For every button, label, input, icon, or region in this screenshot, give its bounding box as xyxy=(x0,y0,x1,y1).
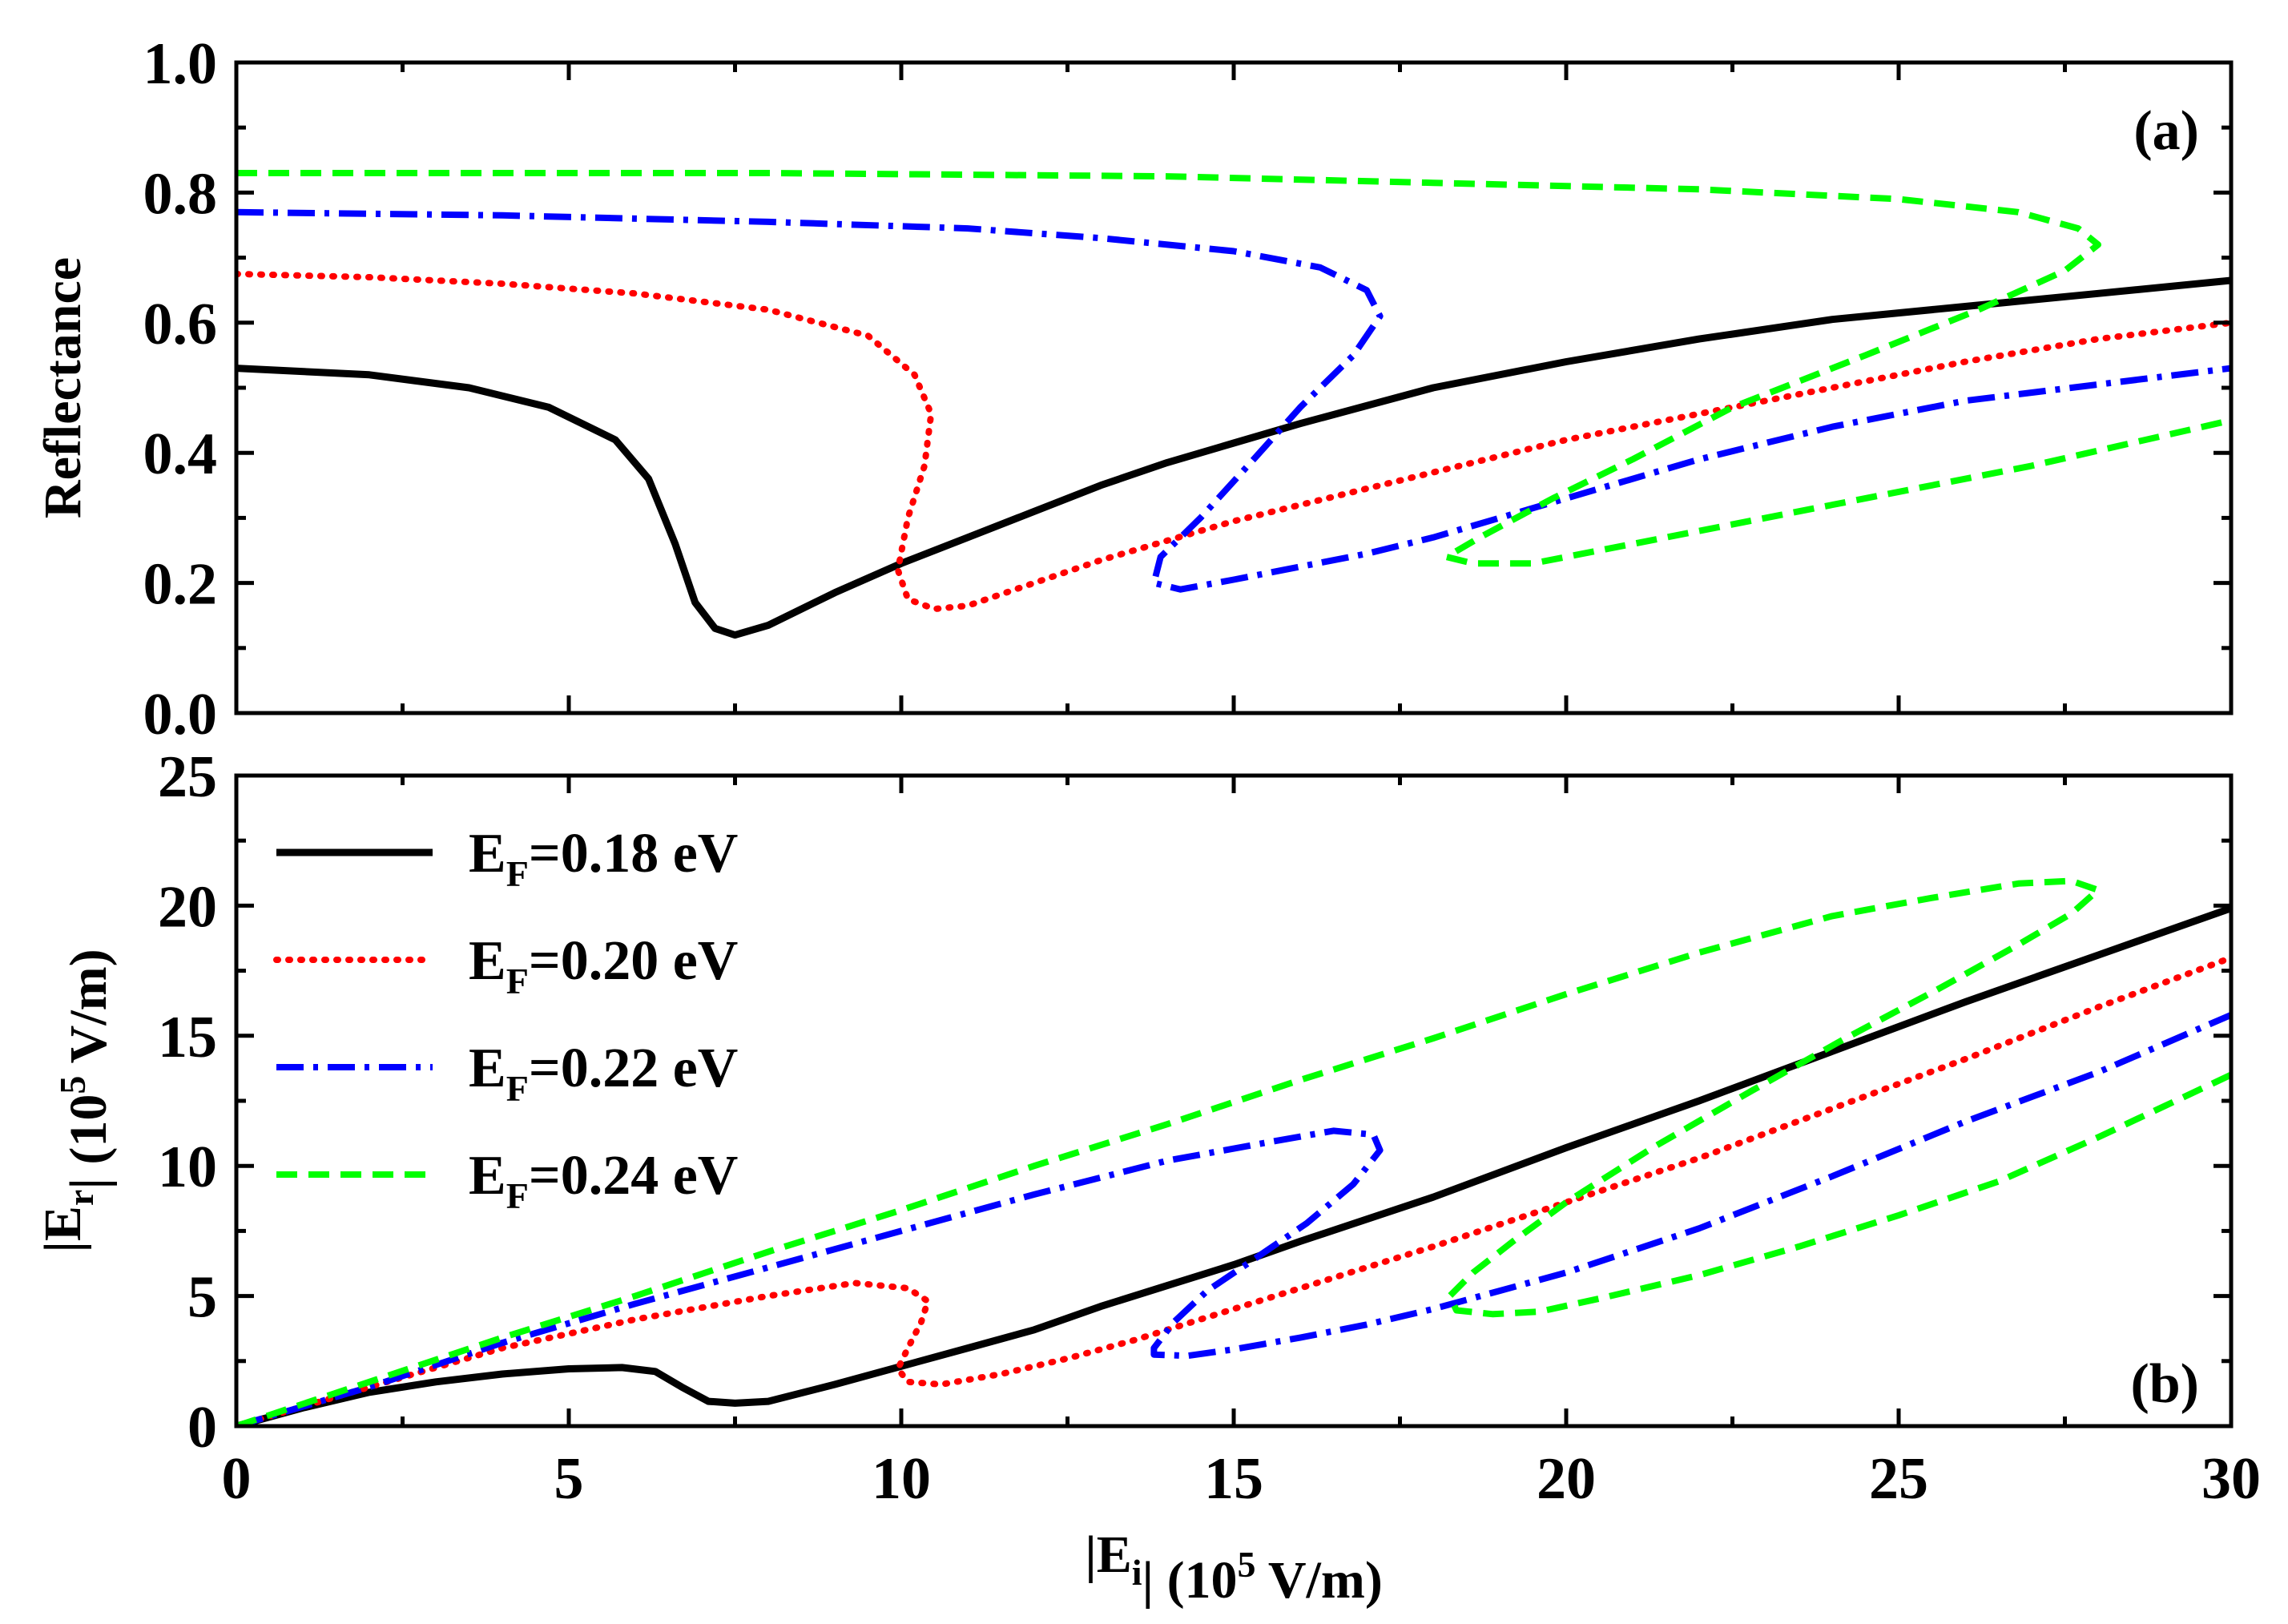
series-line-b-2 xyxy=(236,954,2231,1426)
x-tick-label: 20 xyxy=(1537,1446,1596,1512)
x-axis-label: |Ei| (105 V/m) xyxy=(1085,1525,1383,1610)
legend-entry-label: EF=0.24 eV xyxy=(469,1145,738,1216)
panel-b-frame xyxy=(234,773,2234,1429)
panel-a-y-axis-label: Reflectance xyxy=(34,257,92,518)
legend-entry-label: EF=0.22 eV xyxy=(469,1038,738,1109)
y-tick-label: 0 xyxy=(187,1395,217,1461)
y-tick-label: 0.0 xyxy=(143,682,218,748)
y-tick-label: 25 xyxy=(158,744,217,810)
axis-label-text: |Er| (105 V/m) xyxy=(34,949,118,1252)
panel-a: 0.0 0.2 0.4 0.6 0.8 1.0 (a) Reflectance xyxy=(34,31,2234,748)
y-tick-label: 20 xyxy=(158,874,217,940)
y-tick-label: 1.0 xyxy=(143,31,218,97)
series-line-b-3 xyxy=(236,1012,2231,1426)
series-line-a-1 xyxy=(236,276,2231,639)
axis-label-text: |Ei| (105 V/m) xyxy=(1085,1525,1383,1610)
y-tick-label: 0.6 xyxy=(143,292,218,357)
y-tick-label: 15 xyxy=(158,1005,217,1070)
y-tick-label: 10 xyxy=(158,1134,217,1200)
x-tick-label: 10 xyxy=(872,1446,931,1512)
x-tick-label: 15 xyxy=(1204,1446,1263,1512)
panel-a-label: (a) xyxy=(2133,100,2199,162)
panel-a-frame xyxy=(234,60,2234,715)
series-line-a-4 xyxy=(236,170,2231,567)
panel-b-series xyxy=(236,877,2231,1426)
x-tick-label: 0 xyxy=(222,1446,252,1512)
panel-a-series xyxy=(236,170,2231,639)
y-tick-label: 0.8 xyxy=(143,161,218,227)
series-line-a-3 xyxy=(236,208,2231,593)
legend: EF=0.18 eV EF=0.20 eV EF=0.22 eV EF=0.24 eV xyxy=(273,823,738,1216)
panel-a-ticks: 0.0 0.2 0.4 0.6 0.8 1.0 xyxy=(143,31,2234,748)
panel-b-ticks: 0 5 10 15 20 25 0 5 10 15 20 25 30 xyxy=(158,744,2261,1512)
series-line-b-4 xyxy=(236,877,2231,1426)
y-tick-label: 0.4 xyxy=(143,421,218,487)
panel-b-y-axis-label: |Er| (105 V/m) xyxy=(34,949,118,1252)
legend-entry-label: EF=0.18 eV xyxy=(469,823,738,894)
series-line-a-2 xyxy=(236,270,2231,613)
panel-b-label: (b) xyxy=(2130,1353,2199,1415)
y-tick-label: 5 xyxy=(187,1265,217,1331)
x-tick-label: 5 xyxy=(554,1446,584,1512)
legend-entry-label: EF=0.20 eV xyxy=(469,930,738,1001)
y-tick-label: 0.2 xyxy=(143,552,218,618)
x-tick-label: 30 xyxy=(2201,1446,2261,1512)
x-tick-label: 25 xyxy=(1869,1446,1928,1512)
